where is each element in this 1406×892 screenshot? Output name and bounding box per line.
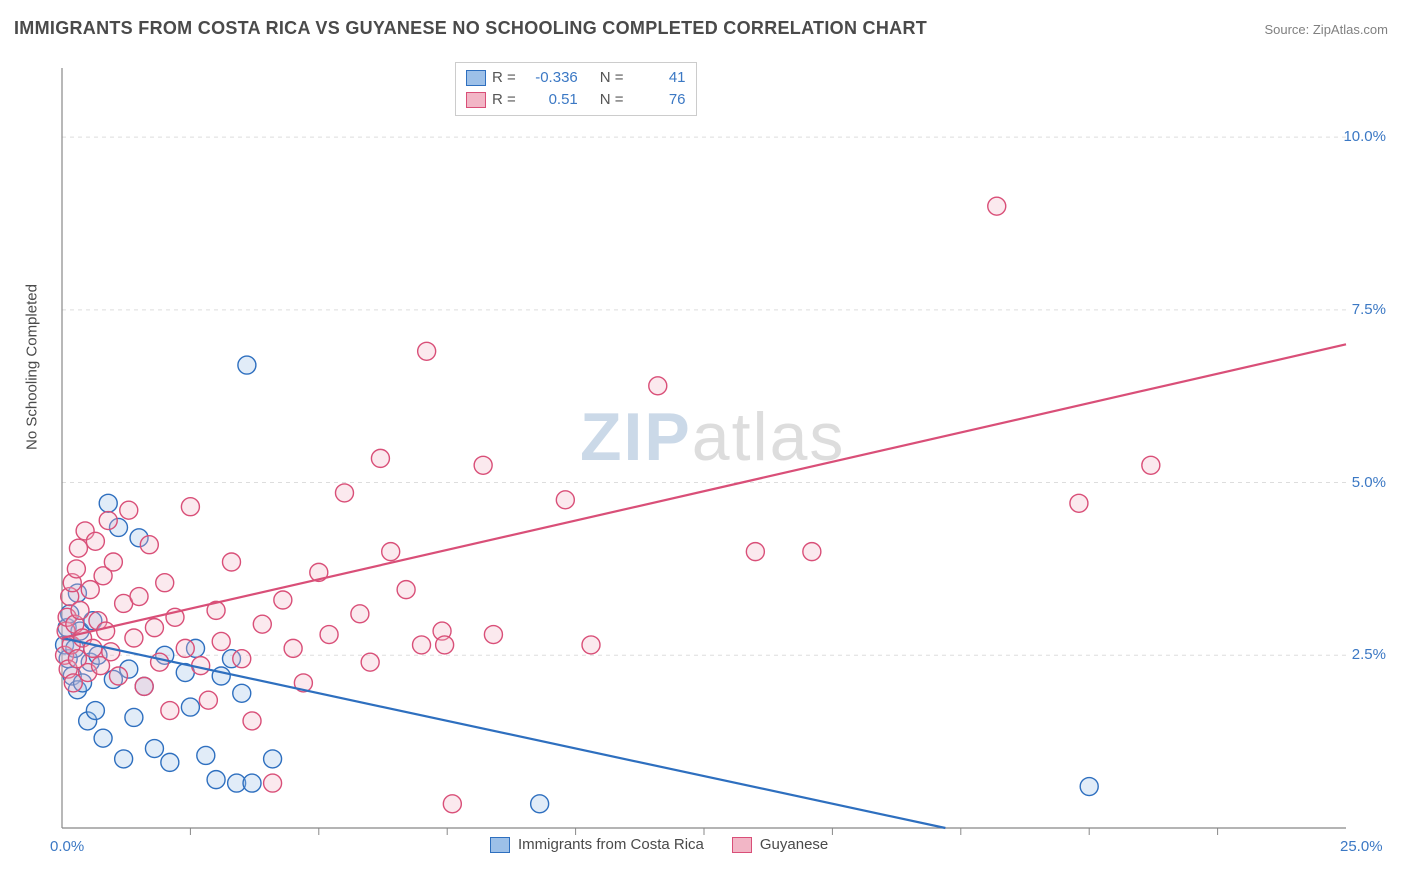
legend-n-label-2: N =: [600, 89, 624, 111]
legend-swatch-guyanese-b: [732, 837, 752, 853]
plot-area: [48, 60, 1388, 860]
source-attribution: Source: ZipAtlas.com: [1264, 22, 1388, 37]
chart-svg: [48, 60, 1388, 860]
series-legend: Immigrants from Costa Rica Guyanese: [490, 836, 828, 853]
legend-label-costarica: Immigrants from Costa Rica: [518, 836, 704, 853]
x-end-label: 25.0%: [1340, 838, 1383, 855]
y-axis-label: No Schooling Completed: [24, 284, 41, 450]
legend-label-guyanese: Guyanese: [760, 836, 828, 853]
legend-r-value-costarica: -0.336: [522, 67, 578, 89]
source-link[interactable]: ZipAtlas.com: [1313, 22, 1388, 37]
legend-r-value-guyanese: 0.51: [522, 89, 578, 111]
correlation-legend: R = -0.336 N = 41 R = 0.51 N = 76: [455, 62, 697, 116]
ytick-1: 5.0%: [1336, 474, 1386, 491]
legend-n-label: N =: [600, 67, 624, 89]
legend-item-guyanese: Guyanese: [732, 836, 828, 853]
chart-title: IMMIGRANTS FROM COSTA RICA VS GUYANESE N…: [14, 18, 927, 39]
ytick-2: 7.5%: [1336, 301, 1386, 318]
legend-r-label: R =: [492, 67, 516, 89]
ytick-0: 2.5%: [1336, 646, 1386, 663]
legend-r-label-2: R =: [492, 89, 516, 111]
legend-row-guyanese: R = 0.51 N = 76: [466, 89, 686, 111]
legend-item-costarica: Immigrants from Costa Rica: [490, 836, 704, 853]
legend-row-costarica: R = -0.336 N = 41: [466, 67, 686, 89]
legend-n-value-costarica: 41: [630, 67, 686, 89]
origin-label: 0.0%: [50, 838, 84, 855]
source-prefix: Source:: [1264, 22, 1312, 37]
legend-n-value-guyanese: 76: [630, 89, 686, 111]
legend-swatch-costarica-b: [490, 837, 510, 853]
ytick-3: 10.0%: [1336, 128, 1386, 145]
legend-swatch-guyanese: [466, 92, 486, 108]
legend-swatch-costarica: [466, 70, 486, 86]
